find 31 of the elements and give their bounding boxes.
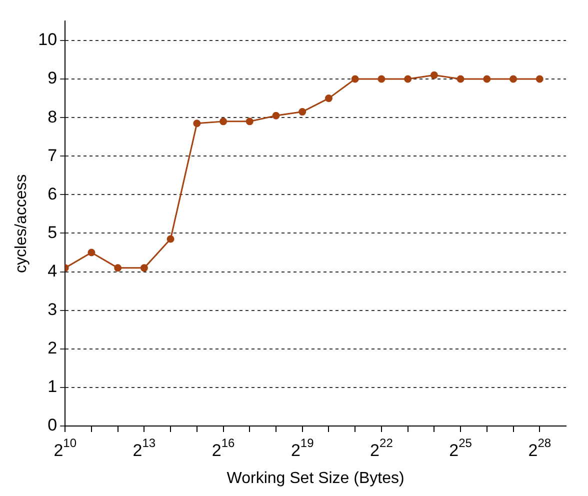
y-tick-label: 3 <box>48 300 58 320</box>
y-tick-label: 6 <box>48 184 58 204</box>
y-tick-label: 1 <box>48 377 58 396</box>
y-tick-label: 10 <box>38 30 58 50</box>
point <box>114 264 122 272</box>
point <box>430 71 438 79</box>
y-tick-label: 8 <box>48 107 58 126</box>
point <box>351 75 359 83</box>
y-tick-label: 5 <box>48 222 58 242</box>
y-tick-label: 9 <box>48 68 58 88</box>
point <box>246 118 254 126</box>
point <box>378 75 386 83</box>
point <box>483 75 491 83</box>
point <box>536 75 544 83</box>
point <box>298 108 306 116</box>
point <box>220 118 228 126</box>
point <box>404 75 412 83</box>
point <box>272 112 280 120</box>
point <box>140 264 148 272</box>
point <box>166 235 174 243</box>
y-axis-title: cycles/access <box>13 174 30 273</box>
y-tick-label: 2 <box>48 338 58 358</box>
point <box>510 75 518 83</box>
point <box>324 94 332 102</box>
point <box>456 75 464 83</box>
x-axis-title: Working Set Size (Bytes) <box>226 470 404 487</box>
point <box>193 120 201 128</box>
y-tick-label: 4 <box>48 261 58 280</box>
y-tick-label: 7 <box>48 146 58 165</box>
point <box>88 248 96 256</box>
y-tick-label: 0 <box>48 416 58 435</box>
